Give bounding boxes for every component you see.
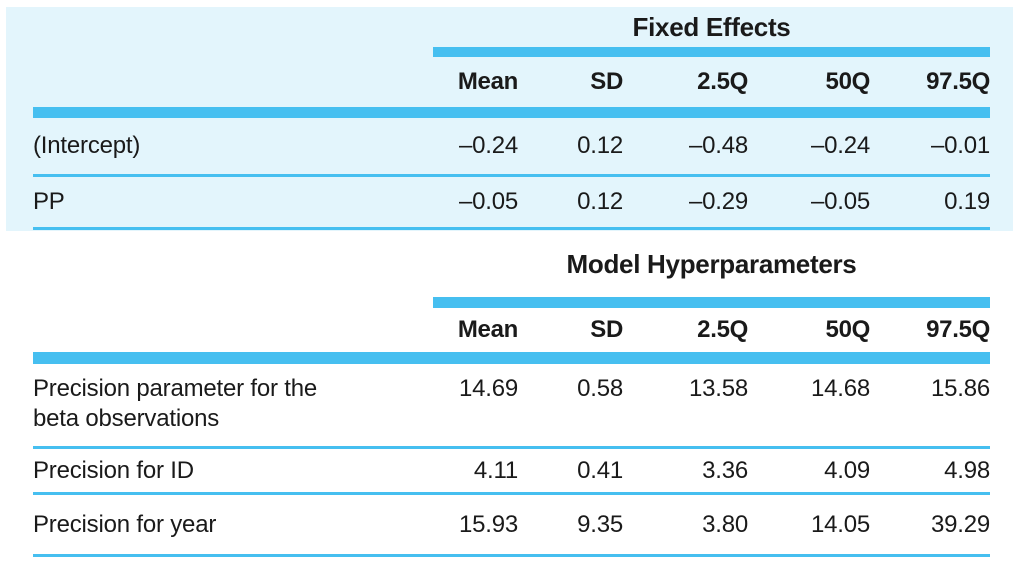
- cell-mean: 4.11: [473, 456, 518, 484]
- row-separator: [33, 227, 990, 230]
- cell-2-5q: 3.36: [702, 456, 748, 484]
- column-header-97-5q: 97.5Q: [926, 316, 990, 343]
- column-header-97-5q: 97.5Q: [926, 68, 990, 95]
- cell-2-5q: –0.29: [688, 188, 748, 215]
- cell-2-5q: 3.80: [702, 510, 748, 538]
- column-header-mean: Mean: [457, 316, 518, 343]
- column-header-sd: SD: [590, 316, 623, 343]
- column-header-mean: Mean: [457, 68, 518, 95]
- header-spacer: [33, 308, 433, 352]
- cell-sd: 0.41: [577, 456, 623, 484]
- cell-2-5q: 13.58: [688, 375, 748, 402]
- cell-50q: 4.09: [824, 456, 870, 484]
- cell-mean: –0.24: [458, 132, 518, 159]
- cell-sd: 0.12: [577, 132, 623, 159]
- fixed-effects-section: Fixed Effects Mean SD 2.5Q 50Q 97.5Q (Intercep…: [6, 7, 1013, 231]
- row-separator: [33, 492, 990, 495]
- row-separator: [33, 554, 990, 557]
- cell-mean: 14.69: [458, 375, 518, 402]
- cell-2-5q: –0.48: [688, 132, 748, 159]
- row-label: Precision parameter for the beta observa…: [33, 375, 318, 432]
- row-label: (Intercept): [33, 132, 141, 159]
- cell-97-5q: 4.98: [944, 456, 990, 484]
- cell-sd: 0.12: [577, 188, 623, 215]
- cell-97-5q: –0.01: [930, 132, 990, 159]
- cell-sd: 0.58: [577, 375, 623, 402]
- column-header-50q: 50Q: [825, 316, 871, 343]
- fixed-effects-table: Fixed Effects Mean SD 2.5Q 50Q 97.5Q (Intercep…: [33, 7, 990, 230]
- header-underline-bar: [33, 352, 990, 364]
- cell-50q: 14.05: [810, 510, 870, 538]
- column-header-50q: 50Q: [825, 68, 871, 95]
- cell-mean: 15.93: [458, 510, 518, 538]
- cell-50q: –0.05: [810, 188, 870, 215]
- cell-sd: 9.35: [577, 510, 623, 538]
- row-label: Precision for year: [33, 510, 217, 538]
- row-label: Precision for ID: [33, 456, 194, 484]
- model-hyperparameters-section: Model Hyperparameters Mean SD 2.5Q 50Q 97.5Q P…: [33, 231, 990, 557]
- row-separator: [33, 174, 990, 177]
- cell-mean: –0.05: [458, 188, 518, 215]
- row-label: PP: [33, 188, 65, 215]
- column-header-2-5q: 2.5Q: [697, 316, 748, 343]
- section-title: Model Hyperparameters: [566, 248, 857, 279]
- cell-50q: –0.24: [810, 132, 870, 159]
- cell-97-5q: 15.86: [930, 375, 990, 402]
- column-header-2-5q: 2.5Q: [697, 68, 748, 95]
- column-header-sd: SD: [590, 68, 623, 95]
- model-hyperparameters-table: Model Hyperparameters Mean SD 2.5Q 50Q 97.5Q P…: [33, 231, 990, 557]
- section-title-underline-bar: [433, 47, 990, 57]
- section-title: Fixed Effects: [632, 11, 791, 42]
- cell-97-5q: 0.19: [944, 188, 990, 215]
- cell-97-5q: 39.29: [930, 510, 990, 538]
- row-separator: [33, 446, 990, 449]
- header-underline-bar: [33, 107, 990, 118]
- section-title-underline-bar: [433, 297, 990, 308]
- header-spacer: [33, 57, 433, 107]
- cell-50q: 14.68: [810, 375, 870, 402]
